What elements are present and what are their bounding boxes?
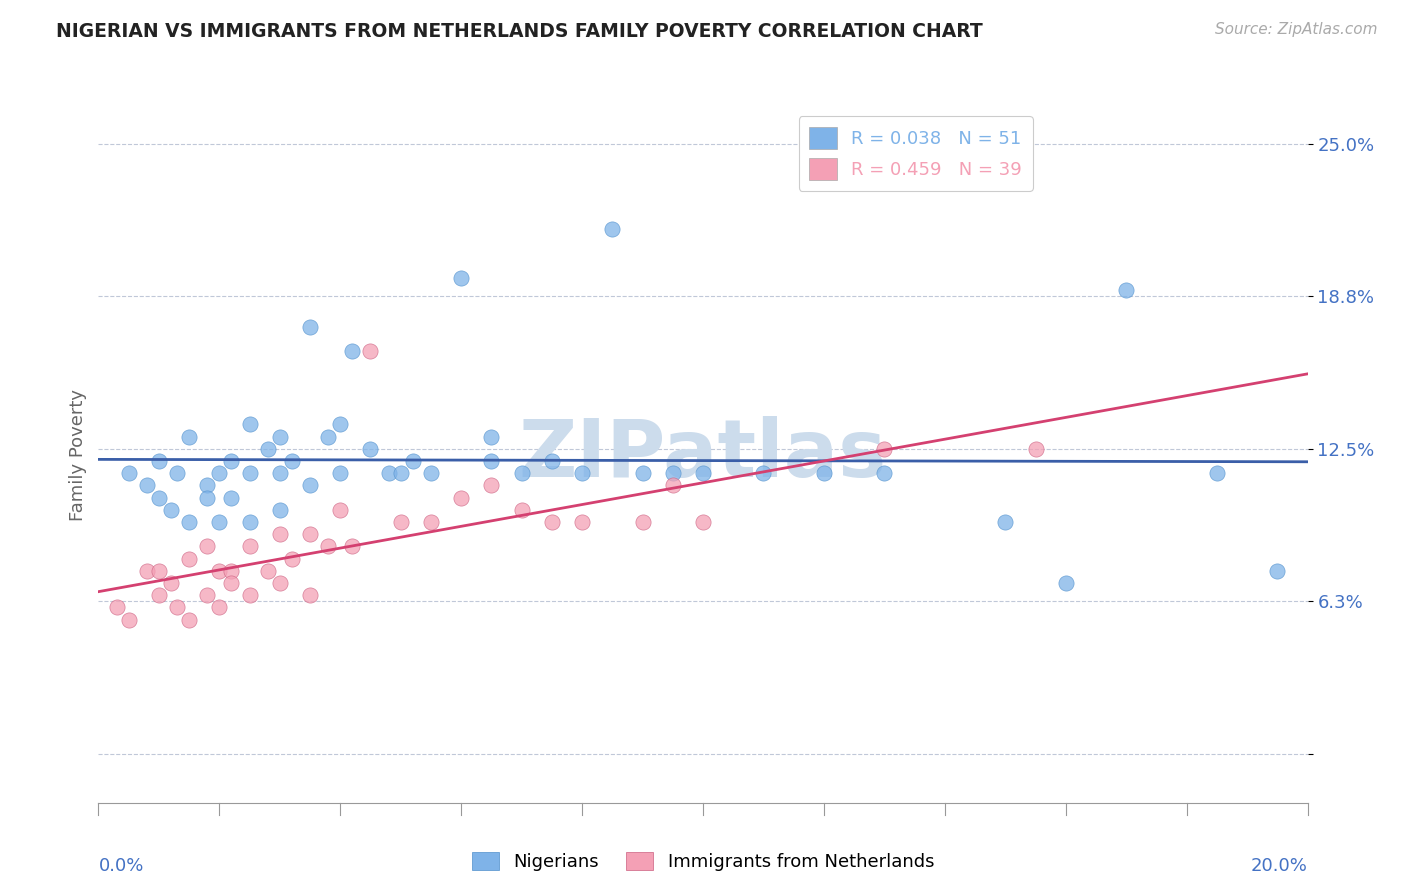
Point [239,540,262,554]
Point [994,515,1017,529]
Point [177,613,201,627]
Point [329,417,352,432]
Point [692,467,714,481]
Point [299,588,322,602]
Point [208,564,231,578]
Point [177,515,201,529]
Point [389,515,412,529]
Point [118,613,141,627]
Point [208,600,231,615]
Point [281,551,304,566]
Point [256,564,278,578]
Point [239,588,262,602]
Point [481,478,503,492]
Text: ZIPatlas: ZIPatlas [519,416,887,494]
Point [239,467,262,481]
Point [510,503,533,517]
Point [118,467,141,481]
Point [105,600,128,615]
Point [299,319,322,334]
Point [148,588,170,602]
Point [177,429,201,443]
Point [269,527,291,541]
Point [873,467,896,481]
Point [1054,576,1077,591]
Point [450,491,472,505]
Point [631,515,654,529]
Point [510,467,533,481]
Point [540,454,562,468]
Point [269,503,291,517]
Point [1024,442,1046,456]
Point [160,576,183,591]
Point [316,540,339,554]
Point [148,564,170,578]
Text: Source: ZipAtlas.com: Source: ZipAtlas.com [1215,22,1378,37]
Y-axis label: Family Poverty: Family Poverty [69,389,87,521]
Point [195,588,218,602]
Point [377,467,399,481]
Point [661,467,683,481]
Point [239,515,262,529]
Point [221,564,243,578]
Point [752,467,775,481]
Point [342,540,364,554]
Point [299,527,322,541]
Text: 0.0%: 0.0% [98,856,143,874]
Point [419,467,441,481]
Point [208,467,231,481]
Point [329,467,352,481]
Legend: Nigerians, Immigrants from Netherlands: Nigerians, Immigrants from Netherlands [464,845,942,879]
Point [221,491,243,505]
Point [177,551,201,566]
Point [239,417,262,432]
Point [1206,467,1229,481]
Point [166,467,188,481]
Point [873,442,896,456]
Point [571,515,593,529]
Point [481,454,503,468]
Point [195,478,218,492]
Point [195,540,218,554]
Point [256,442,278,456]
Point [450,271,472,285]
Text: NIGERIAN VS IMMIGRANTS FROM NETHERLANDS FAMILY POVERTY CORRELATION CHART: NIGERIAN VS IMMIGRANTS FROM NETHERLANDS … [56,22,983,41]
Point [692,515,714,529]
Point [360,442,382,456]
Point [299,478,322,492]
Text: 20.0%: 20.0% [1251,856,1308,874]
Point [329,503,352,517]
Point [360,344,382,359]
Point [813,467,835,481]
Point [148,491,170,505]
Point [135,564,157,578]
Point [269,576,291,591]
Point [269,467,291,481]
Point [389,467,412,481]
Point [221,454,243,468]
Point [135,478,157,492]
Point [316,429,339,443]
Point [602,222,624,236]
Point [661,478,683,492]
Point [481,429,503,443]
Point [166,600,188,615]
Point [540,515,562,529]
Point [342,344,364,359]
Point [148,454,170,468]
Point [1265,564,1288,578]
Point [419,515,441,529]
Point [1115,283,1137,297]
Point [208,515,231,529]
Point [221,576,243,591]
Legend: R = 0.038   N = 51, R = 0.459   N = 39: R = 0.038 N = 51, R = 0.459 N = 39 [799,116,1032,191]
Point [281,454,304,468]
Point [631,467,654,481]
Point [571,467,593,481]
Point [269,429,291,443]
Point [402,454,425,468]
Point [195,491,218,505]
Point [160,503,183,517]
